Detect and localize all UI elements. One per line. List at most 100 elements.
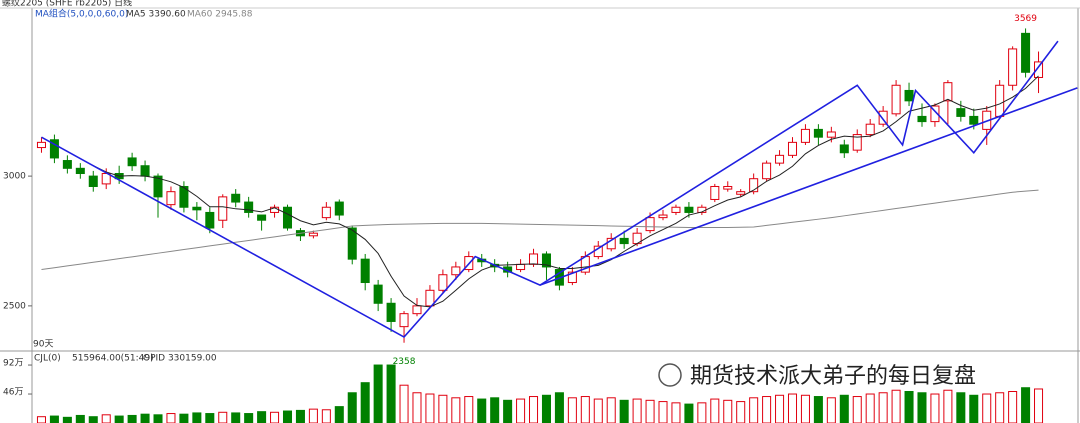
volume-bar xyxy=(140,413,150,423)
volume-bar xyxy=(1021,387,1031,423)
ma60-line xyxy=(41,189,1039,271)
volume-bar xyxy=(554,392,564,423)
candle-body xyxy=(736,191,746,195)
candle-body xyxy=(917,115,927,123)
trend-line xyxy=(539,87,1078,286)
volume-bar xyxy=(982,393,992,423)
legend-item: MA60 2945.88 xyxy=(187,10,253,20)
volume-header: OPID 330159.00 xyxy=(143,354,217,364)
candle-body xyxy=(852,134,862,151)
volume-bar xyxy=(917,392,927,423)
candle-body xyxy=(645,217,655,232)
header: 螺纹2205 (SHFE rb2205) 日线 xyxy=(2,0,132,9)
candle-body xyxy=(775,154,785,164)
candle-body xyxy=(308,232,318,237)
volume-bar xyxy=(62,416,72,423)
volume-bar xyxy=(270,411,280,423)
volume-bar xyxy=(969,394,979,423)
candle-body xyxy=(658,214,668,219)
volume-bar xyxy=(438,394,448,423)
volume-bar xyxy=(749,397,759,423)
candle-body xyxy=(360,258,370,284)
y-tick-label: 2500 xyxy=(3,301,26,311)
volume-bar xyxy=(826,397,836,423)
volume-bar xyxy=(645,399,655,423)
volume-bar xyxy=(166,413,176,423)
volume-bar xyxy=(762,396,772,423)
volume-bar xyxy=(852,396,862,423)
volume-bar xyxy=(529,396,539,423)
volume-bar xyxy=(619,399,629,423)
volume-bar xyxy=(399,384,409,423)
volume-bar xyxy=(308,408,318,423)
volume-bar xyxy=(775,394,785,423)
candle-body xyxy=(153,175,163,198)
volume-bar xyxy=(295,409,305,423)
volume-bar xyxy=(516,398,526,423)
volume-bar xyxy=(1008,391,1018,423)
volume-bar xyxy=(425,393,435,423)
candle-body xyxy=(373,284,383,304)
candle-body xyxy=(88,175,98,187)
volume-bar xyxy=(567,397,577,423)
candle-body xyxy=(244,201,254,213)
volume-bar xyxy=(412,392,422,423)
volume-bar xyxy=(865,393,875,423)
volume-bar xyxy=(658,401,668,423)
volume-bar xyxy=(477,398,487,423)
candle-body xyxy=(36,141,46,149)
volume-bar xyxy=(684,403,694,423)
candle-body xyxy=(826,131,836,138)
volume-bar xyxy=(373,364,383,423)
candle-body xyxy=(943,82,953,102)
period-label: 90天 xyxy=(33,340,53,350)
candle-body xyxy=(321,206,331,219)
watermark-icon xyxy=(658,363,682,387)
volume-bar xyxy=(153,414,163,423)
volume-bar xyxy=(930,393,940,423)
candle-body xyxy=(787,141,798,156)
candle-body xyxy=(865,123,875,136)
candle-body xyxy=(762,162,772,180)
trend-line xyxy=(41,40,1059,339)
volume-bar xyxy=(451,397,461,423)
volume-bar xyxy=(593,398,603,423)
candle-body xyxy=(425,289,435,307)
volume-bar xyxy=(49,415,59,423)
candle-body xyxy=(567,271,577,284)
candle-body xyxy=(166,191,176,206)
candle-body xyxy=(49,139,59,159)
volume-bar xyxy=(839,394,849,423)
volume-bar xyxy=(88,416,98,423)
volume-bar xyxy=(710,398,720,423)
volume-bar xyxy=(956,392,966,423)
candle-body xyxy=(969,115,979,125)
volume-bar xyxy=(192,412,202,423)
volume-bar xyxy=(386,364,396,423)
candle-body xyxy=(412,305,422,315)
candle-body xyxy=(619,237,629,245)
volume-bar xyxy=(787,393,798,423)
candle-body xyxy=(205,211,215,229)
min-label: 2358 xyxy=(393,357,416,367)
volume-bar xyxy=(321,409,331,423)
volume-bar xyxy=(723,399,733,423)
candle-body xyxy=(179,185,189,208)
volume-bar xyxy=(541,394,551,423)
watermark: 期货技术派大弟子的每日复盘 xyxy=(690,364,976,389)
volume-bar xyxy=(490,397,500,423)
candle-body xyxy=(438,274,448,291)
candle-body xyxy=(1008,48,1018,86)
volume-bar xyxy=(813,396,823,423)
candle-body xyxy=(956,108,966,117)
volume-bar xyxy=(282,410,293,423)
candle-body xyxy=(904,89,914,102)
candle-body xyxy=(878,110,888,125)
candle-body xyxy=(930,105,940,123)
volume-bar xyxy=(995,392,1005,423)
candle-body xyxy=(684,206,694,213)
candle-body xyxy=(1021,32,1031,73)
volume-bar xyxy=(632,398,642,423)
volume-bar xyxy=(360,382,370,423)
legend-title: MA组合(5,0,0,0,60,0) xyxy=(35,8,128,20)
